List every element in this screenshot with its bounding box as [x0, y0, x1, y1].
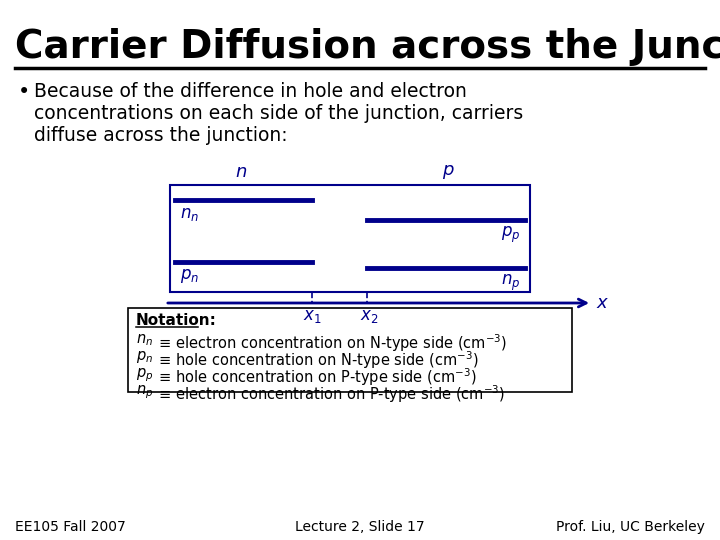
Text: Prof. Liu, UC Berkeley: Prof. Liu, UC Berkeley — [556, 520, 705, 534]
Text: $p$: $p$ — [442, 163, 455, 181]
Text: EE105 Fall 2007: EE105 Fall 2007 — [15, 520, 126, 534]
Text: ≡ hole concentration on P-type side (cm$^{-3}$): ≡ hole concentration on P-type side (cm$… — [154, 366, 477, 388]
Text: $p_p$: $p_p$ — [136, 366, 153, 383]
Text: $x_1$: $x_1$ — [302, 307, 321, 325]
Text: Carrier Diffusion across the Junction: Carrier Diffusion across the Junction — [15, 28, 720, 66]
Text: $n_n$: $n_n$ — [136, 332, 153, 348]
Text: $p_p$: $p_p$ — [500, 225, 520, 245]
Text: concentrations on each side of the junction, carriers: concentrations on each side of the junct… — [34, 104, 523, 123]
Text: ≡ hole concentration on N-type side (cm$^{-3}$): ≡ hole concentration on N-type side (cm$… — [154, 349, 479, 370]
Text: $n_p$: $n_p$ — [500, 273, 520, 293]
Text: $n$: $n$ — [235, 163, 247, 181]
Text: diffuse across the junction:: diffuse across the junction: — [34, 126, 287, 145]
Text: •: • — [18, 82, 30, 102]
Text: $p_n$: $p_n$ — [180, 267, 199, 285]
Bar — [128, 308, 572, 392]
Text: ≡ electron concentration on N-type side (cm$^{-3}$): ≡ electron concentration on N-type side … — [154, 332, 508, 354]
Text: $p_n$: $p_n$ — [136, 349, 153, 365]
Text: $n_p$: $n_p$ — [136, 383, 153, 401]
Text: Lecture 2, Slide 17: Lecture 2, Slide 17 — [295, 520, 425, 534]
Bar — [170, 185, 530, 292]
Text: Notation:: Notation: — [136, 313, 217, 328]
Text: ≡ electron concentration on P-type side (cm$^{-3}$): ≡ electron concentration on P-type side … — [154, 383, 505, 404]
Text: $x_2$: $x_2$ — [360, 307, 378, 325]
Text: $x$: $x$ — [596, 294, 609, 312]
Text: $n_n$: $n_n$ — [180, 205, 199, 223]
Text: Because of the difference in hole and electron: Because of the difference in hole and el… — [34, 82, 467, 101]
